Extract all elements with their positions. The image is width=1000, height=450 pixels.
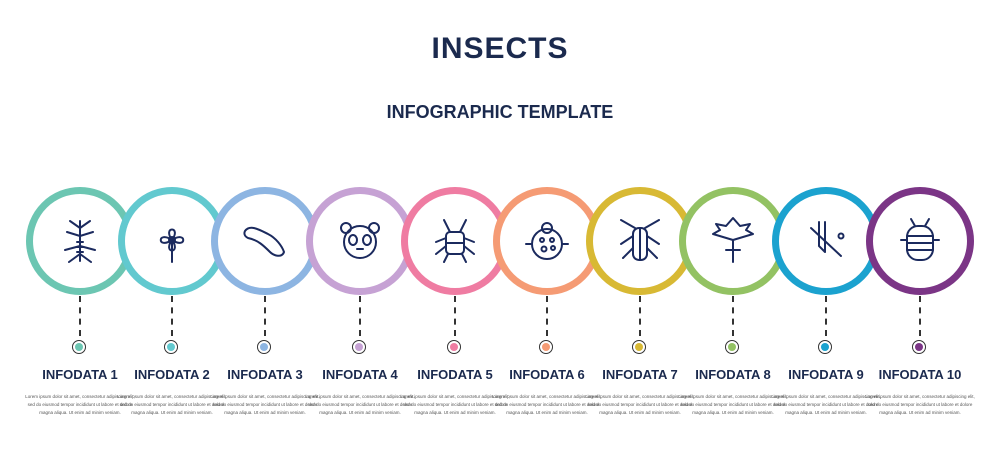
marker-dot	[164, 340, 178, 354]
step-label: INFODATA 3	[227, 367, 303, 382]
step-description: Lorem ipsum dolor sit amet, consectetur …	[585, 394, 695, 415]
connector-line	[171, 296, 173, 336]
marker-dot	[257, 340, 271, 354]
branch-icon	[810, 221, 845, 257]
step-label: INFODATA 2	[134, 367, 210, 382]
stick-insect-icon	[64, 220, 96, 263]
panda-icon	[340, 222, 380, 259]
connector-line	[825, 296, 827, 336]
ladybug-icon	[525, 222, 569, 260]
connector-line	[546, 296, 548, 336]
marker-dot	[447, 340, 461, 354]
step-circle	[211, 187, 319, 295]
infodata-step: INFODATA 9 Lorem ipsum dolor sit amet, c…	[771, 0, 881, 450]
step-description: Lorem ipsum dolor sit amet, consectetur …	[678, 394, 788, 415]
infodata-step: INFODATA 6 Lorem ipsum dolor sit amet, c…	[492, 0, 602, 450]
infodata-step: INFODATA 4 Lorem ipsum dolor sit amet, c…	[305, 0, 415, 450]
step-label: INFODATA 4	[322, 367, 398, 382]
cockroach-icon	[620, 219, 660, 261]
step-description: Lorem ipsum dolor sit amet, consectetur …	[210, 394, 320, 415]
connector-line	[639, 296, 641, 336]
step-description: Lorem ipsum dolor sit amet, consectetur …	[865, 394, 975, 415]
marker-dot	[72, 340, 86, 354]
step-circle	[26, 187, 134, 295]
page-title: INSECTS	[431, 32, 569, 65]
connector-line	[359, 296, 361, 336]
marker-dot	[818, 340, 832, 354]
step-description: Lorem ipsum dolor sit amet, consectetur …	[492, 394, 602, 415]
connector-line	[264, 296, 266, 336]
connector-line	[454, 296, 456, 336]
step-label: INFODATA 9	[788, 367, 864, 382]
infodata-step: INFODATA 1 Lorem ipsum dolor sit amet, c…	[25, 0, 135, 450]
step-circle	[306, 187, 414, 295]
marker-dot	[352, 340, 366, 354]
step-description: Lorem ipsum dolor sit amet, consectetur …	[305, 394, 415, 415]
cicada-icon	[435, 219, 475, 263]
step-circle	[679, 187, 787, 295]
step-description: Lorem ipsum dolor sit amet, consectetur …	[400, 394, 510, 415]
step-label: INFODATA 5	[417, 367, 493, 382]
step-label: INFODATA 7	[602, 367, 678, 382]
step-label: INFODATA 1	[42, 367, 118, 382]
larva-icon	[243, 226, 285, 257]
connector-line	[919, 296, 921, 336]
step-circle	[586, 187, 694, 295]
step-circle	[772, 187, 880, 295]
step-label: INFODATA 6	[509, 367, 585, 382]
step-circle	[866, 187, 974, 295]
marker-dot	[912, 340, 926, 354]
infodata-step: INFODATA 5 Lorem ipsum dolor sit amet, c…	[400, 0, 510, 450]
infodata-step: INFODATA 10 Lorem ipsum dolor sit amet, …	[865, 0, 975, 450]
connector-line	[732, 296, 734, 336]
infodata-step: INFODATA 2 Lorem ipsum dolor sit amet, c…	[117, 0, 227, 450]
pill-bug-icon	[900, 218, 940, 261]
infodata-step: INFODATA 7 Lorem ipsum dolor sit amet, c…	[585, 0, 695, 450]
connector-line	[79, 296, 81, 336]
marker-dot	[632, 340, 646, 354]
step-circle	[493, 187, 601, 295]
infodata-step: INFODATA 3 Lorem ipsum dolor sit amet, c…	[210, 0, 320, 450]
step-description: Lorem ipsum dolor sit amet, consectetur …	[771, 394, 881, 415]
infodata-step: INFODATA 8 Lorem ipsum dolor sit amet, c…	[678, 0, 788, 450]
step-label: INFODATA 10	[878, 367, 962, 382]
step-circle	[118, 187, 226, 295]
marker-dot	[539, 340, 553, 354]
marker-dot	[725, 340, 739, 354]
step-description: Lorem ipsum dolor sit amet, consectetur …	[117, 394, 227, 415]
step-label: INFODATA 8	[695, 367, 771, 382]
step-description: Lorem ipsum dolor sit amet, consectetur …	[25, 394, 135, 415]
page-subtitle: INFOGRAPHIC TEMPLATE	[386, 102, 614, 122]
clover-icon	[159, 228, 185, 263]
leaf-icon	[712, 217, 754, 263]
